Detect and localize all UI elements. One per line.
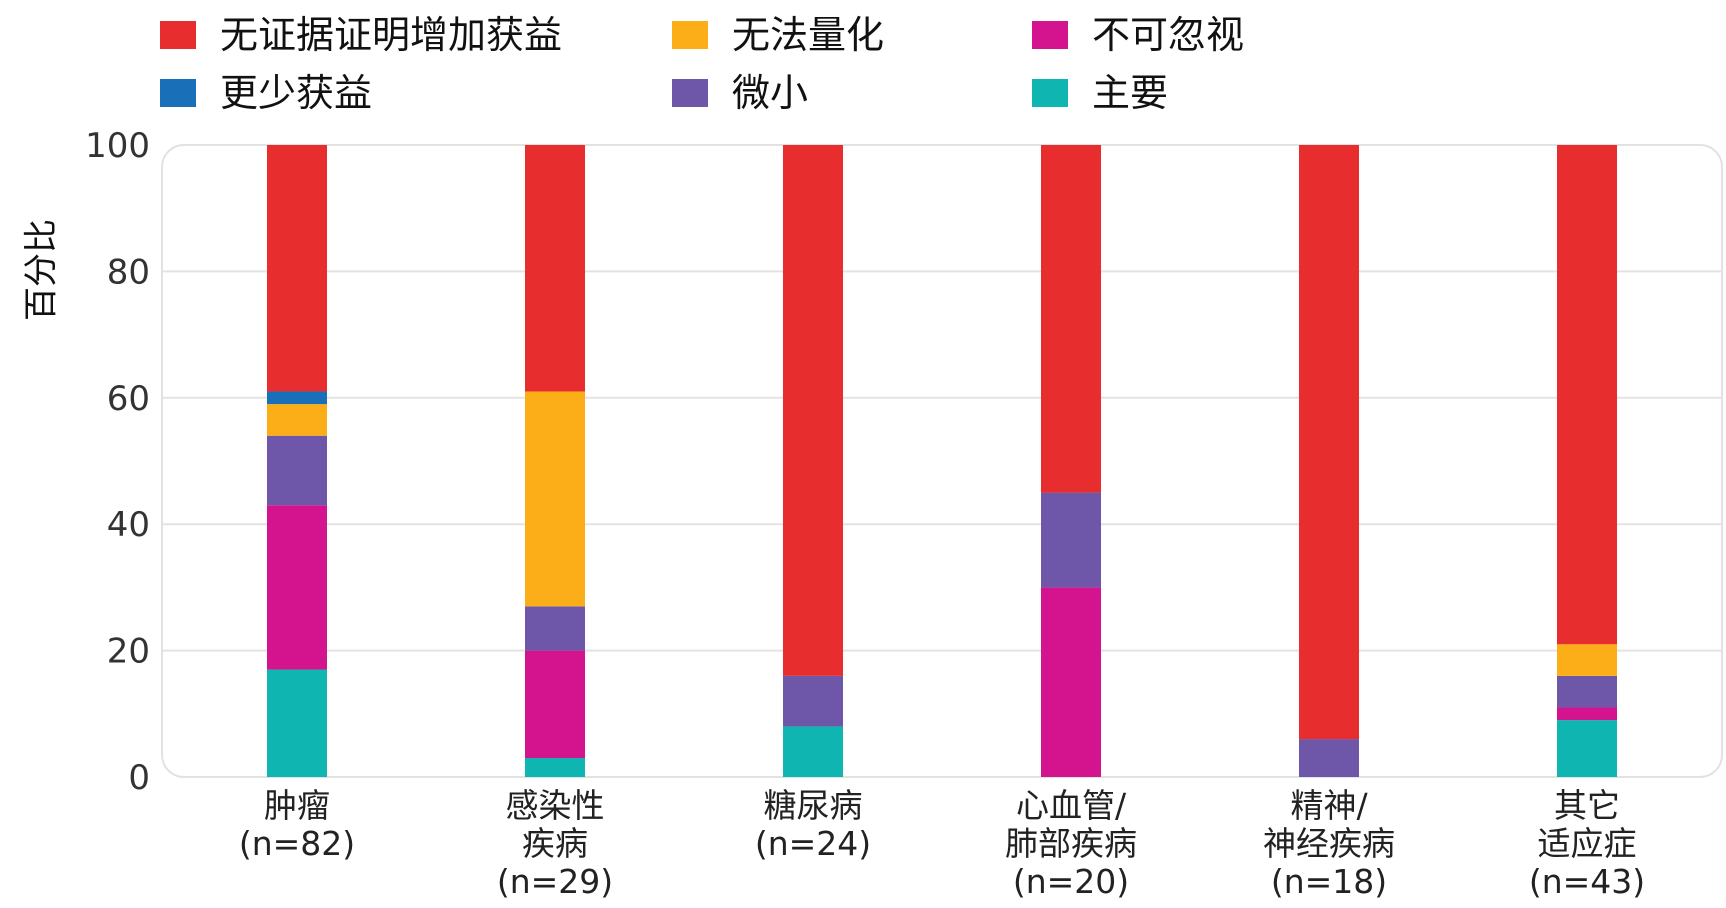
bar-segment <box>525 391 585 607</box>
legend-swatch <box>1032 79 1068 107</box>
y-tick-label: 100 <box>85 126 150 166</box>
bar-segment <box>783 726 843 777</box>
legend-item: 无法量化 <box>672 16 884 54</box>
x-tick-label: 精神/ 神经疾病 (n=18) <box>1263 786 1395 901</box>
legend-swatch <box>1032 21 1068 49</box>
y-tick-label: 20 <box>107 632 150 672</box>
x-tick-label: 心血管/ 肺部疾病 (n=20) <box>1005 786 1137 901</box>
x-tick-label: 糖尿病 (n=24) <box>754 786 872 863</box>
bar-segment <box>783 145 843 676</box>
x-tick-label: 肿瘤 (n=82) <box>238 786 356 863</box>
bar-segment <box>1557 707 1617 721</box>
bar-segment <box>1557 145 1617 645</box>
bar-segment <box>1041 145 1101 493</box>
y-tick-label: 80 <box>107 252 150 292</box>
bar-segment <box>525 650 585 759</box>
legend-item: 微小 <box>672 74 808 112</box>
legend-swatch <box>160 21 196 49</box>
bar-segment <box>267 505 327 670</box>
legend-swatch <box>672 79 708 107</box>
legend-label: 不可忽视 <box>1092 13 1245 57</box>
bar-segment <box>267 669 327 777</box>
legend-item: 无证据证明增加获益 <box>160 16 562 54</box>
bar-segment <box>1299 739 1359 777</box>
legend-swatch <box>672 21 708 49</box>
legend-label: 更少获益 <box>220 71 373 115</box>
legend-label: 无证据证明增加获益 <box>220 13 563 57</box>
x-tick-label: 感染性 疾病 (n=29) <box>496 786 614 901</box>
bar-segment <box>1557 675 1617 708</box>
legend-item: 更少获益 <box>160 74 372 112</box>
bar-segment <box>1041 492 1101 588</box>
x-tick-label: 其它 适应症 (n=43) <box>1528 786 1646 901</box>
plot-frame <box>161 144 1723 778</box>
bar-segment <box>1557 644 1617 676</box>
bar-segment <box>267 435 327 506</box>
legend-swatch <box>160 79 196 107</box>
bar-segment <box>267 404 327 436</box>
legend-label: 无法量化 <box>732 13 885 57</box>
bar-segment <box>525 606 585 651</box>
bar-segment <box>1041 587 1101 777</box>
legend-item: 主要 <box>1032 74 1168 112</box>
bar-segment <box>783 675 843 727</box>
y-tick-label: 40 <box>107 505 150 545</box>
bar-segment <box>525 758 585 777</box>
legend-item: 不可忽视 <box>1032 16 1244 54</box>
bar-segment <box>525 145 585 392</box>
bar-segment <box>1299 145 1359 740</box>
legend-label: 主要 <box>1092 71 1169 115</box>
bar-segment <box>267 145 327 392</box>
chart-legend: 无证据证明增加获益 无法量化 不可忽视更少获益 微小 主要 <box>0 0 1726 130</box>
y-tick-label: 60 <box>107 379 150 419</box>
legend-label: 微小 <box>732 71 809 115</box>
bar-segment <box>1557 720 1617 777</box>
y-tick-label: 0 <box>128 758 150 798</box>
bar-segment <box>267 391 327 405</box>
